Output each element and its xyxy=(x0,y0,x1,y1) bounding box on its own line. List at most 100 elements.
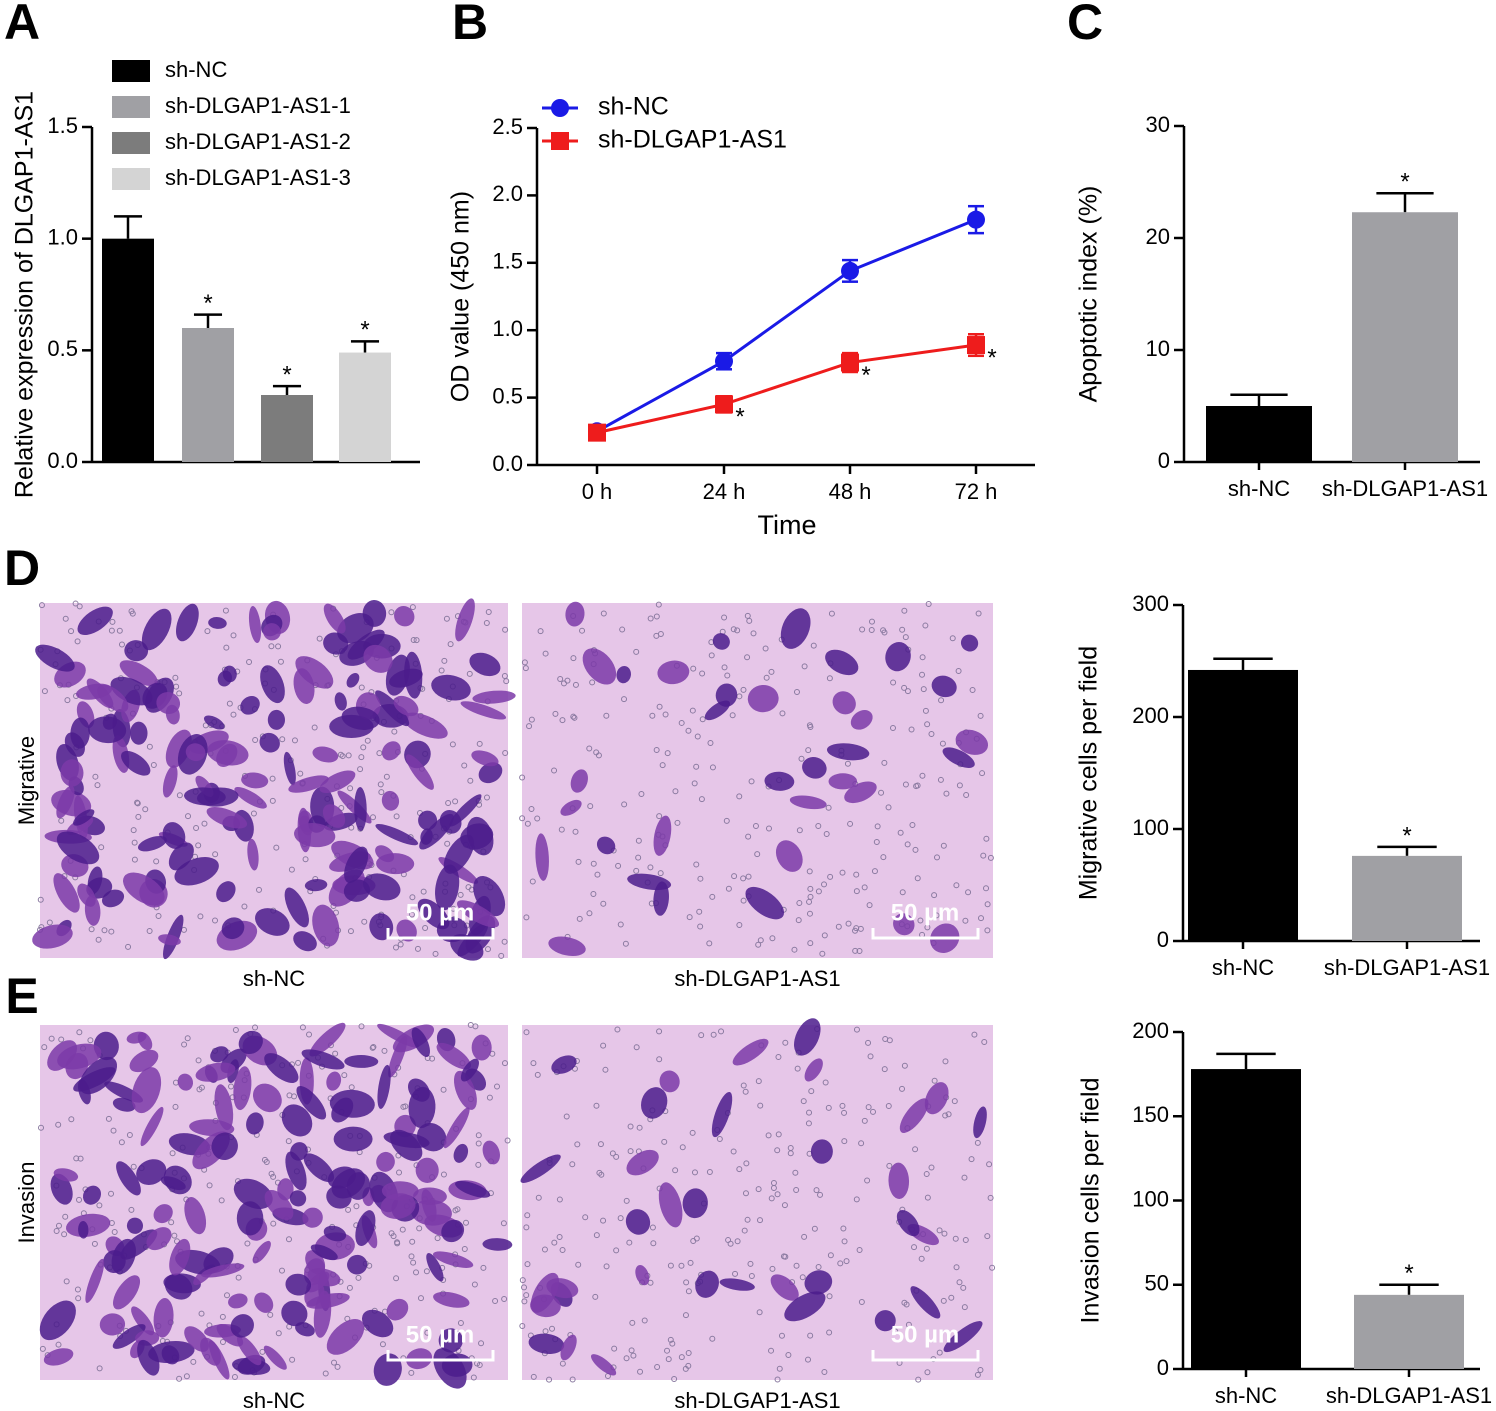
pore xyxy=(752,823,759,830)
cell xyxy=(234,786,267,809)
cell xyxy=(565,601,585,627)
pore xyxy=(485,608,492,615)
pore xyxy=(429,1055,436,1062)
pore xyxy=(571,714,578,721)
pore xyxy=(76,1029,83,1036)
pore xyxy=(975,610,982,617)
pore xyxy=(792,1169,799,1176)
pore xyxy=(108,1190,115,1197)
cell xyxy=(413,1187,447,1205)
pore xyxy=(269,775,276,782)
cell xyxy=(482,1238,513,1251)
pore xyxy=(936,1227,943,1234)
pore xyxy=(881,1066,888,1073)
pore xyxy=(146,743,153,750)
cell xyxy=(596,836,616,855)
pore xyxy=(852,927,859,934)
pore xyxy=(685,727,692,734)
pore xyxy=(798,755,805,762)
cell xyxy=(73,809,95,826)
pore xyxy=(502,750,509,757)
pore xyxy=(853,888,860,895)
pore xyxy=(377,781,384,788)
pore xyxy=(195,842,202,849)
y-tick-label: 0.0 xyxy=(47,448,78,473)
pore xyxy=(800,1098,807,1105)
cell xyxy=(362,600,387,627)
pore xyxy=(843,1258,850,1265)
legend-swatch xyxy=(112,60,150,82)
pore xyxy=(689,707,696,714)
cell xyxy=(850,710,873,730)
scale-bar-label: 50 µm xyxy=(891,1321,960,1348)
pore xyxy=(933,912,940,919)
pore xyxy=(647,864,654,871)
pore xyxy=(917,917,924,924)
scale-bar xyxy=(871,1350,980,1362)
pore xyxy=(613,1153,620,1160)
pore xyxy=(690,1238,697,1245)
pore xyxy=(347,785,354,792)
pore xyxy=(289,1356,296,1363)
pore xyxy=(535,1194,542,1201)
cell xyxy=(323,603,346,634)
cell xyxy=(896,1210,920,1237)
pore xyxy=(273,844,280,851)
cell xyxy=(418,810,438,831)
pore xyxy=(795,917,802,924)
pore xyxy=(902,634,909,641)
pore xyxy=(727,1240,734,1247)
pore xyxy=(746,617,753,624)
pore xyxy=(613,1247,620,1254)
cell xyxy=(288,775,329,793)
pore xyxy=(698,1032,705,1039)
pore xyxy=(826,1293,833,1300)
pore xyxy=(369,1044,376,1051)
cell xyxy=(293,931,317,952)
y-tick-label: 2.0 xyxy=(492,181,523,206)
cell xyxy=(943,1321,983,1353)
pore xyxy=(799,1274,806,1281)
cell xyxy=(252,1083,282,1113)
pore xyxy=(755,941,762,948)
pore xyxy=(181,1041,188,1048)
pore xyxy=(118,1139,125,1146)
pore xyxy=(633,867,640,874)
cell xyxy=(910,1286,941,1319)
cell xyxy=(794,1018,821,1056)
pore xyxy=(549,1325,556,1332)
pore xyxy=(449,741,456,748)
cell xyxy=(658,1182,683,1228)
cell xyxy=(259,732,280,753)
bar xyxy=(182,328,234,462)
pore xyxy=(905,1321,912,1328)
pore xyxy=(379,1341,386,1348)
cell xyxy=(888,1162,910,1200)
bar xyxy=(1191,1069,1301,1369)
pore xyxy=(332,1050,339,1057)
pore xyxy=(268,643,275,650)
pore xyxy=(198,1310,205,1317)
cell xyxy=(112,1324,146,1349)
pore xyxy=(826,1329,833,1336)
pore xyxy=(984,901,991,908)
pore xyxy=(358,754,365,761)
pore xyxy=(53,1228,60,1235)
cell xyxy=(931,675,957,698)
cell xyxy=(334,692,347,711)
pore xyxy=(835,923,842,930)
pore xyxy=(953,882,960,889)
pore xyxy=(682,1312,689,1319)
pore xyxy=(902,781,909,788)
pore xyxy=(475,1161,482,1168)
pore xyxy=(827,873,834,880)
pore xyxy=(815,822,822,829)
cell xyxy=(153,1204,173,1224)
pore xyxy=(408,1253,415,1260)
pore xyxy=(502,626,509,633)
cell xyxy=(140,1106,164,1147)
pore xyxy=(806,1109,813,1116)
pore xyxy=(730,626,737,633)
pore xyxy=(821,932,828,939)
pore xyxy=(617,921,624,928)
